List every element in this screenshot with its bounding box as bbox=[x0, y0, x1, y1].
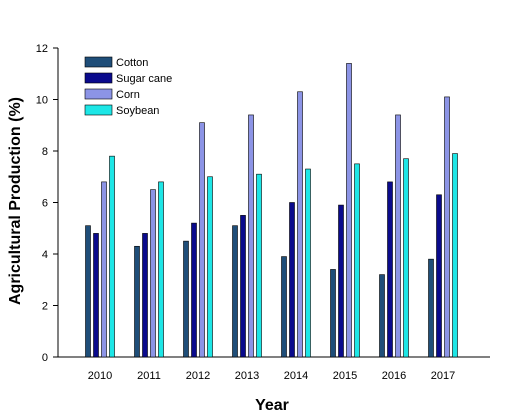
x-tick-label: 2014 bbox=[284, 370, 308, 382]
legend: Cotton Sugar cane Corn Soybean bbox=[84, 56, 172, 117]
bar-sugar-cane-2014 bbox=[289, 202, 295, 358]
y-tick-label: 12 bbox=[36, 43, 48, 55]
bar-corn-2017 bbox=[444, 96, 450, 358]
bar-sugar-cane-2016 bbox=[387, 181, 393, 358]
bar-cotton-2016 bbox=[379, 274, 385, 358]
x-axis-title: Year bbox=[255, 397, 289, 414]
bar-cotton-2013 bbox=[232, 225, 238, 358]
x-tick-label: 2016 bbox=[382, 370, 406, 382]
bar-cotton-2014 bbox=[281, 256, 287, 358]
legend-label: Corn bbox=[116, 89, 140, 101]
legend-swatch bbox=[84, 72, 113, 84]
bar-sugar-cane-2013 bbox=[240, 215, 246, 358]
bar-corn-2014 bbox=[297, 91, 303, 358]
bar-soybean-2015 bbox=[354, 163, 360, 358]
bar-corn-2016 bbox=[395, 114, 401, 358]
bar-sugar-cane-2011 bbox=[142, 233, 148, 358]
y-tick-label: 8 bbox=[42, 146, 48, 158]
x-tick-label: 2012 bbox=[186, 370, 210, 382]
bar-cotton-2011 bbox=[134, 245, 140, 358]
bars bbox=[85, 63, 458, 358]
bar-soybean-2012 bbox=[207, 176, 213, 358]
y-axis-title: Agricultural Production (%) bbox=[7, 97, 24, 305]
x-tick-label: 2017 bbox=[431, 370, 455, 382]
legend-swatch bbox=[84, 104, 113, 116]
bar-corn-2010 bbox=[101, 181, 107, 358]
axes: 0 2 4 6 8 10 12 2010 2011 2012 2013 2014 2015 2016 201… bbox=[36, 43, 490, 382]
x-tick-label: 2013 bbox=[235, 370, 259, 382]
bar-cotton-2010 bbox=[85, 225, 91, 358]
bar-cotton-2017 bbox=[428, 258, 434, 358]
bar-corn-2011 bbox=[150, 189, 156, 358]
legend-label: Cotton bbox=[116, 57, 148, 69]
y-tick-label: 6 bbox=[42, 198, 48, 210]
bar-sugar-cane-2010 bbox=[93, 233, 99, 358]
bar-soybean-2013 bbox=[256, 173, 262, 358]
bar-soybean-2010 bbox=[109, 155, 115, 358]
bar-sugar-cane-2015 bbox=[338, 204, 344, 358]
bar-sugar-cane-2012 bbox=[191, 222, 197, 358]
bar-soybean-2011 bbox=[158, 181, 164, 358]
y-tick-label: 2 bbox=[42, 301, 48, 313]
bar-corn-2015 bbox=[346, 63, 352, 358]
legend-swatch bbox=[84, 56, 113, 68]
bar-corn-2013 bbox=[248, 114, 254, 358]
bar-cotton-2015 bbox=[330, 269, 336, 358]
y-tick-label: 0 bbox=[42, 352, 48, 364]
y-tick-label: 4 bbox=[42, 249, 48, 261]
bar-soybean-2014 bbox=[305, 168, 311, 358]
x-tick-label: 2015 bbox=[333, 370, 357, 382]
y-tick-label: 10 bbox=[36, 95, 48, 107]
bar-soybean-2016 bbox=[403, 158, 409, 358]
bar-soybean-2017 bbox=[452, 153, 458, 358]
legend-label: Soybean bbox=[116, 105, 159, 117]
x-tick-label: 2011 bbox=[137, 370, 161, 382]
legend-label: Sugar cane bbox=[116, 73, 172, 85]
bar-cotton-2012 bbox=[183, 240, 189, 358]
x-tick-label: 2010 bbox=[88, 370, 112, 382]
legend-swatch bbox=[84, 88, 113, 100]
bar-corn-2012 bbox=[199, 122, 205, 358]
bar-sugar-cane-2017 bbox=[436, 194, 442, 358]
